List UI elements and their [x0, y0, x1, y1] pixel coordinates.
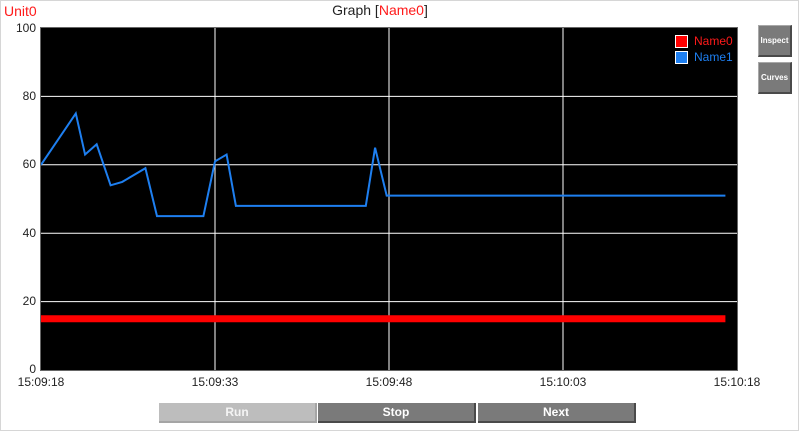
graph-title-suffix: ] [423, 2, 428, 18]
graph-title: Graph [Name0] [0, 2, 760, 18]
line-chart [41, 28, 737, 370]
unit-label: Unit0 [4, 3, 37, 19]
legend-swatch-name0 [675, 34, 688, 48]
graph-title-name: Name0 [378, 2, 424, 18]
legend-label-name0: Name0 [694, 34, 733, 48]
x-tick-label: 15:09:18 [17, 375, 65, 389]
run-button[interactable]: Run [159, 403, 317, 423]
legend: Name0 Name1 [675, 33, 733, 65]
y-tick-label: 40 [22, 226, 36, 240]
inspect-button[interactable]: Inspect [758, 25, 792, 57]
graph-title-prefix: Graph [ [332, 2, 379, 18]
series-line-name1 [41, 111, 726, 218]
y-tick-label: 0 [29, 362, 36, 376]
legend-swatch-name1 [675, 50, 688, 64]
stop-button[interactable]: Stop [318, 403, 476, 423]
x-tick-label: 15:10:03 [539, 375, 587, 389]
next-button[interactable]: Next [478, 403, 636, 423]
y-tick-label: 60 [22, 157, 36, 171]
x-tick-label: 15:09:48 [365, 375, 413, 389]
legend-item-name1[interactable]: Name1 [675, 49, 733, 65]
legend-label-name1: Name1 [694, 50, 733, 64]
y-tick-label: 100 [15, 21, 36, 35]
y-tick-label: 20 [22, 294, 36, 308]
x-tick-label: 15:10:18 [713, 375, 761, 389]
curves-button[interactable]: Curves [758, 62, 792, 94]
plot-area[interactable] [40, 27, 738, 371]
y-tick-label: 80 [22, 89, 36, 103]
x-tick-label: 15:09:33 [191, 375, 239, 389]
legend-item-name0[interactable]: Name0 [675, 33, 733, 49]
